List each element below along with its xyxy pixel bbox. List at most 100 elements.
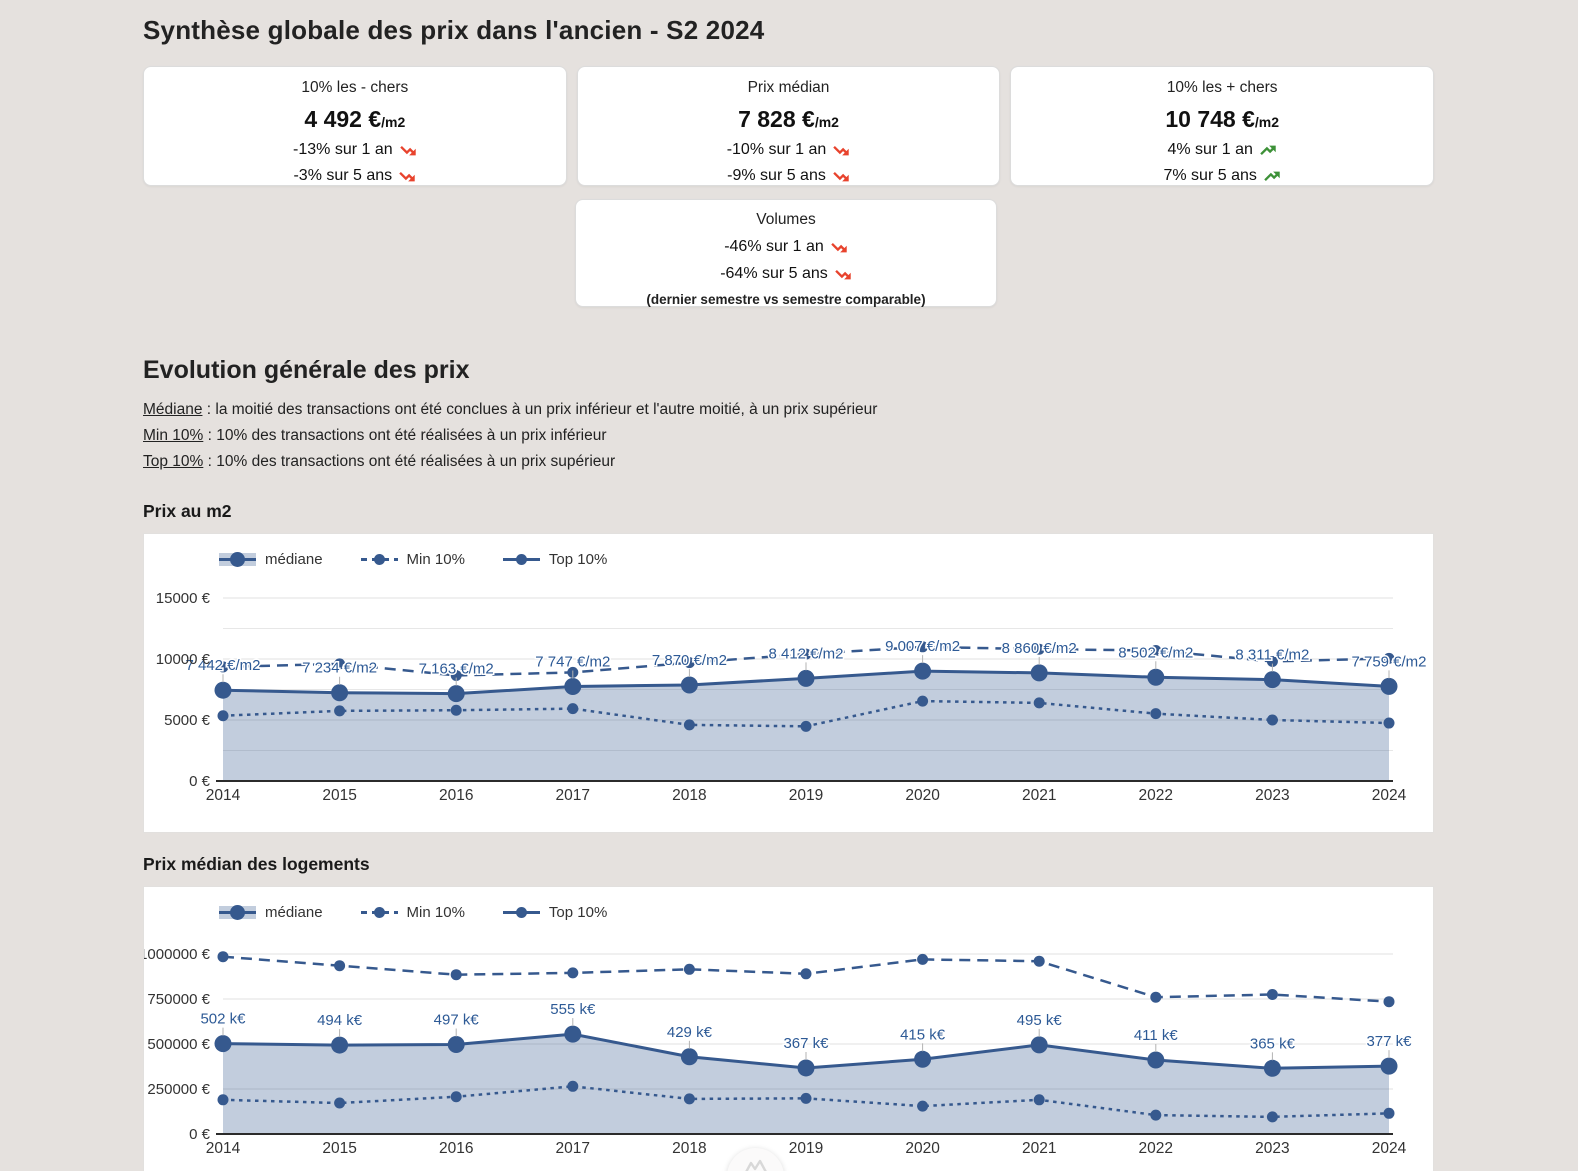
mediane-point[interactable] — [797, 1059, 815, 1077]
mediane-data-label: 502 k€ — [200, 1011, 246, 1028]
mediane-data-label: 8 311 €/m2 — [1235, 647, 1309, 664]
min10-point[interactable] — [1033, 697, 1045, 709]
mediane-point[interactable] — [331, 1036, 349, 1054]
min10-point[interactable] — [1150, 708, 1162, 720]
top10-point[interactable] — [917, 953, 929, 965]
page-title: Synthèse globale des prix dans l'ancien … — [143, 15, 765, 45]
mediane-point[interactable] — [1030, 664, 1048, 682]
top10-point[interactable] — [1266, 989, 1278, 1000]
legend-item-top10[interactable]: Top 10% — [502, 551, 607, 568]
top10-point[interactable] — [917, 641, 929, 653]
min10-point[interactable] — [567, 703, 579, 715]
mediane-point[interactable] — [1147, 668, 1165, 686]
min10-point[interactable] — [217, 1094, 229, 1106]
x-axis-tick: 2018 — [672, 787, 706, 804]
mediane-point[interactable] — [1030, 1036, 1048, 1054]
legend-item-mediane[interactable]: médiane — [219, 904, 323, 921]
mediane-point[interactable] — [214, 1035, 232, 1053]
trend-down-icon — [399, 145, 416, 155]
min10-point[interactable] — [683, 1093, 695, 1105]
top10-point[interactable] — [567, 967, 579, 979]
section-title: Evolution générale des prix — [143, 356, 470, 384]
y-axis-tick: 5000 € — [164, 712, 211, 729]
min10-point[interactable] — [917, 695, 929, 707]
legend-item-min10[interactable]: Min 10% — [360, 551, 465, 568]
definition-min10: Min 10% : 10% des transactions ont été r… — [143, 427, 607, 444]
top10-point[interactable] — [450, 669, 462, 681]
mediane-point[interactable] — [1263, 671, 1281, 689]
mediane-data-label: 7 442 €/m2 — [185, 657, 260, 674]
mediane-point[interactable] — [564, 677, 582, 695]
mediane-point[interactable] — [1380, 1057, 1398, 1075]
y-axis-tick: 250000 € — [147, 1081, 210, 1098]
mediane-point[interactable] — [914, 1050, 932, 1068]
mediane-swatch-icon — [219, 905, 256, 920]
mediane-data-label: 415 k€ — [900, 1026, 946, 1043]
top10-point[interactable] — [1150, 991, 1162, 1003]
top10-point[interactable] — [1033, 643, 1045, 655]
x-axis-tick: 2024 — [1372, 1140, 1407, 1157]
mediane-data-label: 7 163 €/m2 — [419, 661, 494, 678]
top10-point[interactable] — [683, 657, 695, 669]
legend-item-top10[interactable]: Top 10% — [502, 904, 607, 921]
mediane-point[interactable] — [914, 662, 932, 680]
mediane-point[interactable] — [797, 669, 815, 687]
mediane-point[interactable] — [447, 1036, 465, 1054]
legend-item-min10[interactable]: Min 10% — [360, 904, 465, 921]
top10-point[interactable] — [217, 951, 229, 963]
mediane-point[interactable] — [331, 684, 349, 702]
mediane-point[interactable] — [1380, 677, 1398, 695]
min10-point[interactable] — [1033, 1094, 1045, 1106]
mediane-point[interactable] — [680, 676, 698, 694]
min10-point[interactable] — [800, 1092, 812, 1104]
chart1-title: Prix au m2 — [143, 501, 232, 521]
min10-point[interactable] — [1383, 717, 1395, 729]
min10-point[interactable] — [1266, 1111, 1278, 1123]
min10-point[interactable] — [334, 1097, 346, 1109]
brand-badge[interactable] — [727, 1148, 784, 1171]
mediane-point[interactable] — [214, 681, 232, 699]
trend-up-icon — [1264, 171, 1280, 181]
top10-point[interactable] — [1150, 644, 1162, 656]
mediane-point[interactable] — [564, 1025, 582, 1043]
top10-point[interactable] — [217, 661, 229, 673]
mediane-point[interactable] — [680, 1048, 698, 1066]
top10-point[interactable] — [1383, 996, 1395, 1008]
min10-point[interactable] — [1383, 1107, 1395, 1119]
mediane-point[interactable] — [447, 685, 465, 703]
min10-point[interactable] — [1266, 714, 1278, 726]
mediane-data-label: 429 k€ — [667, 1024, 713, 1041]
card-min10: 10% les - chers 4 492 €/m2 -13% sur 1 an… — [143, 66, 567, 186]
top10-point[interactable] — [334, 658, 346, 670]
x-axis-tick: 2014 — [206, 787, 241, 804]
min10-point[interactable] — [683, 719, 695, 731]
x-axis-tick: 2015 — [322, 787, 356, 804]
top10-point[interactable] — [683, 963, 695, 975]
chart1-canvas[interactable]: 7 442 €/m2 7 234 €/m2 7 163 €/m2 7 747 €/m2… — [144, 534, 1433, 833]
x-axis-tick: 2019 — [789, 787, 823, 804]
chart2-canvas[interactable]: 502 k€ 494 k€ 497 k€ 555 k€ 429 k€ 367 k€ 415 … — [144, 887, 1433, 1171]
min10-point[interactable] — [800, 720, 812, 732]
mediane-point[interactable] — [1263, 1059, 1281, 1077]
min10-point[interactable] — [217, 710, 229, 722]
min10-point[interactable] — [1150, 1109, 1162, 1121]
top10-point[interactable] — [1266, 655, 1278, 667]
min10-point[interactable] — [567, 1080, 579, 1092]
x-axis-tick: 2019 — [789, 1140, 823, 1157]
legend-item-mediane[interactable]: médiane — [219, 551, 323, 568]
top10-point[interactable] — [1383, 652, 1395, 664]
main-content: Synthèse globale des prix dans l'ancien … — [143, 0, 1435, 1171]
min10-point[interactable] — [334, 705, 346, 717]
top10-point[interactable] — [800, 648, 812, 660]
chart-price-per-m2: médiane Min 10% Top 10% 7 442 €/m2 7 234 … — [143, 533, 1434, 833]
min10-point[interactable] — [450, 704, 462, 716]
min10-point[interactable] — [450, 1091, 462, 1103]
card-change-1y: -13% sur 1 an — [156, 141, 554, 159]
top10-point[interactable] — [800, 968, 812, 980]
card-value: 4 492 €/m2 — [304, 106, 406, 132]
mediane-point[interactable] — [1147, 1051, 1165, 1069]
top10-point[interactable] — [450, 969, 462, 981]
top10-point[interactable] — [334, 960, 346, 972]
top10-point[interactable] — [1033, 955, 1045, 967]
min10-point[interactable] — [917, 1100, 929, 1112]
